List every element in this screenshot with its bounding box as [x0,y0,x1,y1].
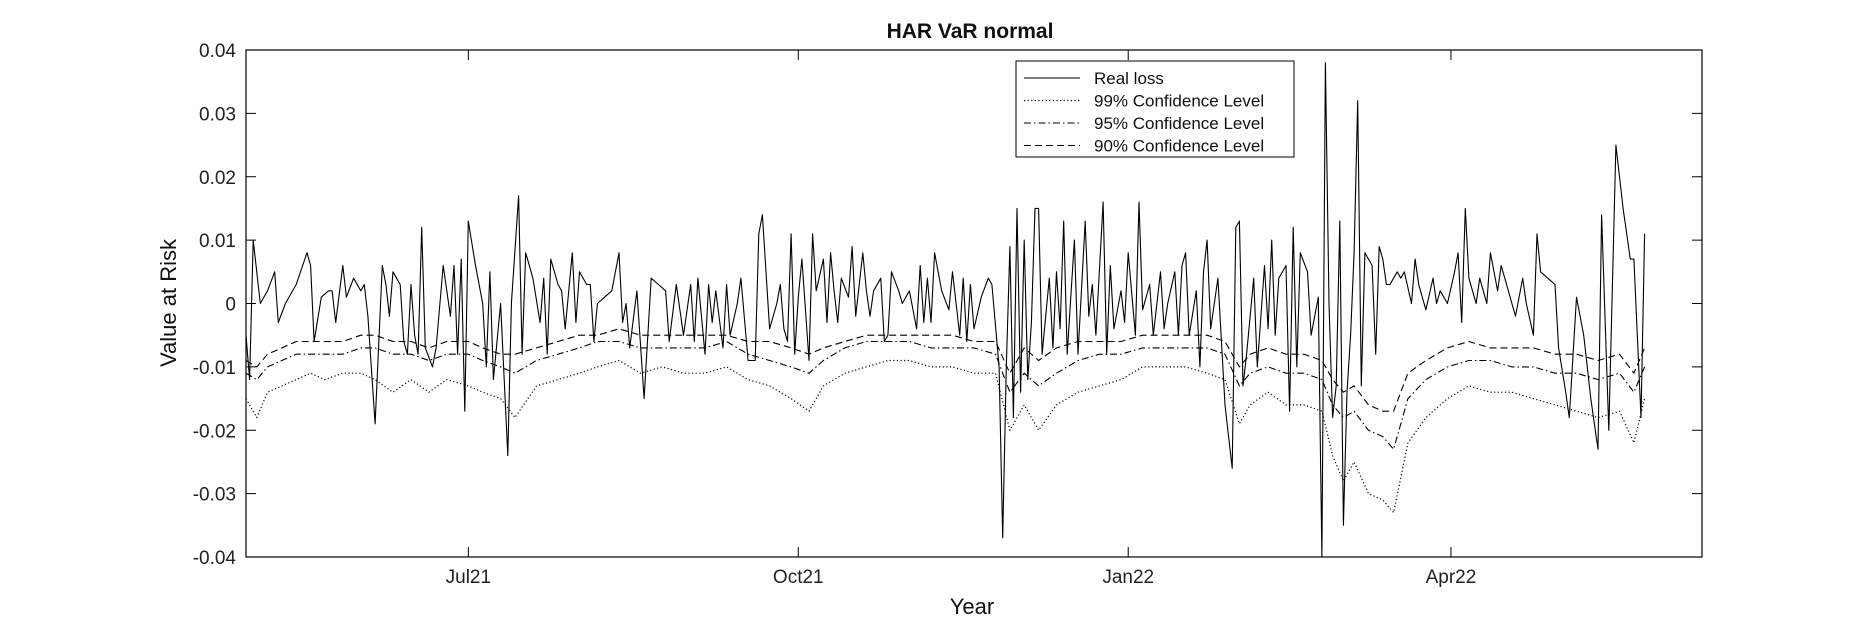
plot-frame [245,49,1703,558]
x-tick-label: Oct21 [773,567,824,588]
x-tick-label: Jan22 [1102,567,1154,588]
series-line-dashed [246,328,1646,412]
x-axis: Jul21 Oct21 Jan22 Apr22 [446,50,1477,588]
series-line-dotted [246,359,1646,514]
legend-label: 90% Confidence Level [1094,137,1264,156]
legend-box [1015,60,1295,158]
x-axis-label: Year [950,594,994,619]
y-tick-label: 0 [225,295,236,316]
legend-label: 95% Confidence Level [1094,114,1264,133]
series-layer [246,62,1646,557]
series-line-dashdot [246,340,1646,450]
y-tick-label: -0.04 [193,548,237,569]
y-tick-label: -0.03 [193,485,236,506]
y-tick-label: -0.01 [193,358,236,379]
y-tick-label: 0.01 [199,231,236,252]
legend-label: 99% Confidence Level [1094,92,1264,111]
y-axis: -0.04 -0.03 -0.02 -0.01 0 0.01 0.02 0.03 0.04 [193,41,1702,569]
legend-label: Real loss [1094,69,1164,88]
chart-title: HAR VaR normal [887,20,1054,43]
y-tick-label: 0.02 [199,168,236,189]
y-tick-label: 0.04 [199,41,236,62]
y-tick-label: 0.03 [199,104,236,125]
y-axis-label: Value at Risk [156,238,181,367]
series-line-solid [246,62,1646,557]
x-tick-label: Apr22 [1426,567,1477,588]
legend: Real loss 99% Confidence Level 95% Confide… [1015,60,1295,158]
y-tick-label: -0.02 [193,421,236,442]
x-tick-label: Jul21 [446,567,491,588]
